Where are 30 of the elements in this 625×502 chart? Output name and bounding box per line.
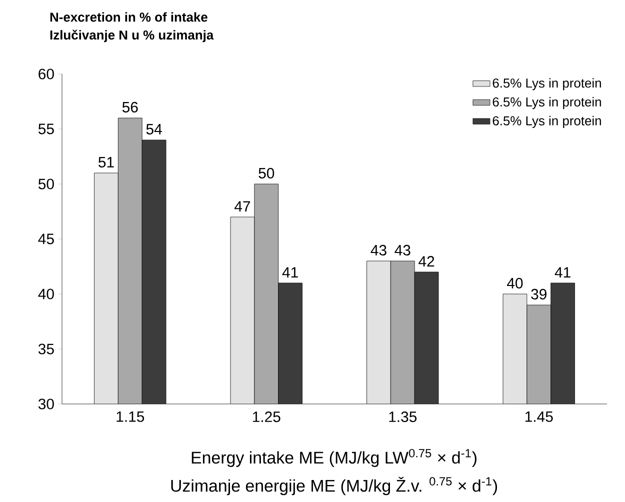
y-tick-label: 55	[38, 124, 54, 134]
y-tick-label: 60	[38, 68, 54, 80]
y-axis-title: N-excretion in % of intake	[50, 12, 208, 22]
y-tick-label: 35	[38, 344, 54, 354]
data-label: 40	[507, 278, 523, 288]
x-tick-label: 1.25	[252, 411, 280, 422]
text: Uzimanje energije ME (MJ/kg Ž.v. $^{0.75}$ × d$^{-1}$)	[171, 476, 498, 496]
data-label: 47	[234, 201, 250, 212]
data-label: 39	[531, 288, 546, 300]
legend-label: 6.5% Lys in protein	[492, 78, 601, 90]
data-label: 42	[418, 256, 434, 266]
legend-label: 6.5% Lys in protein	[492, 116, 601, 128]
text: Izlučivanje N u % uzimanja	[50, 30, 214, 42]
data-label: 41	[282, 267, 298, 278]
y-tick-label: 45	[38, 234, 54, 244]
data-label: 41	[554, 267, 570, 278]
x-tick-label: 1.15	[116, 411, 144, 422]
x-tick-label: 1.45	[525, 411, 553, 422]
data-label: 50	[258, 168, 274, 178]
data-label: 56	[122, 102, 138, 112]
data-label: 54	[146, 124, 162, 134]
x-axis-title: Energy intake ME (MJ/kg LW$^{0.75}$ × d$^{-1}$)	[192, 448, 476, 468]
data-label: 51	[98, 157, 114, 168]
legend-label: 6.5% Lys in protein	[492, 97, 601, 110]
data-label: 43	[394, 244, 410, 256]
y-tick-label: 50	[38, 178, 54, 190]
y-tick-label: 30	[38, 398, 54, 410]
x-tick-label: 1.35	[389, 411, 417, 422]
data-label: 43	[370, 244, 386, 256]
y-tick-label: 40	[38, 288, 54, 300]
